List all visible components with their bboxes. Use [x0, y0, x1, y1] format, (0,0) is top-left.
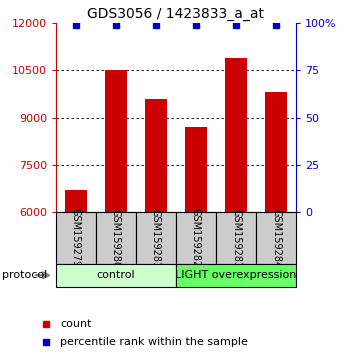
Bar — [56, 264, 176, 287]
Bar — [145, 99, 167, 212]
Text: GSM159280: GSM159280 — [111, 209, 121, 268]
Bar — [265, 92, 287, 212]
Text: GSM159281: GSM159281 — [151, 209, 161, 268]
Bar — [96, 212, 136, 264]
Bar — [65, 190, 87, 212]
Bar — [216, 212, 256, 264]
Text: LIGHT overexpression: LIGHT overexpression — [175, 270, 297, 280]
Text: percentile rank within the sample: percentile rank within the sample — [60, 337, 248, 347]
Bar — [225, 58, 247, 212]
Text: GSM159282: GSM159282 — [191, 209, 201, 268]
Text: count: count — [60, 319, 91, 329]
Text: GSM159279: GSM159279 — [71, 209, 81, 268]
Text: GSM159284: GSM159284 — [271, 209, 281, 268]
Text: GSM159283: GSM159283 — [231, 209, 241, 268]
Bar — [176, 264, 296, 287]
Bar — [185, 127, 207, 212]
Text: protocol: protocol — [2, 270, 47, 280]
Bar — [176, 212, 216, 264]
Bar — [56, 212, 96, 264]
Bar — [256, 212, 296, 264]
Bar — [105, 70, 127, 212]
Bar — [136, 212, 176, 264]
Title: GDS3056 / 1423833_a_at: GDS3056 / 1423833_a_at — [87, 7, 265, 21]
Text: control: control — [97, 270, 135, 280]
